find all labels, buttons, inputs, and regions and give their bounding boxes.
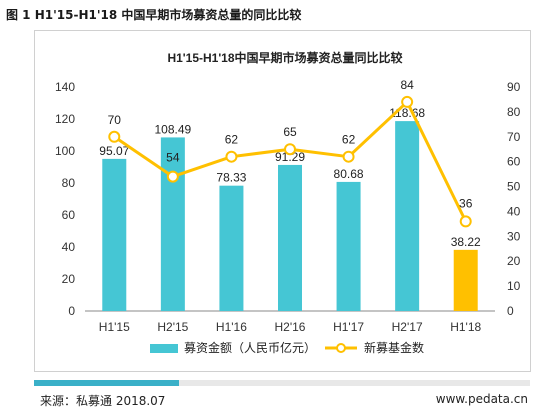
left-tick-label: 20 xyxy=(62,272,76,286)
legend-line-label: 新募基金数 xyxy=(364,340,424,355)
bar-value-label: 95.07 xyxy=(99,144,129,158)
right-tick-label: 70 xyxy=(507,130,521,144)
bar-series xyxy=(102,121,478,311)
line-value-label: 70 xyxy=(108,113,122,127)
x-tick-label: H1'17 xyxy=(333,320,364,334)
bar-value-label: 108.49 xyxy=(155,122,192,136)
line-value-label: 62 xyxy=(342,133,356,147)
bar-value-label: 38.22 xyxy=(451,235,481,249)
x-tick-label: H1'16 xyxy=(216,320,247,334)
legend-bar-label: 募资金额（人民币亿元） xyxy=(184,340,316,355)
x-tick-label: H2'17 xyxy=(392,320,423,334)
footer-bar xyxy=(34,380,530,386)
left-tick-label: 80 xyxy=(62,176,76,190)
source-note: 来源：私募通 2018.07 xyxy=(40,394,166,408)
bar-value-label: 91.29 xyxy=(275,150,305,164)
bar xyxy=(453,249,478,311)
line-point xyxy=(459,215,472,228)
line-data-labels: 70 54 62 65 62 84 36 xyxy=(108,78,473,210)
right-tick-label: 80 xyxy=(507,105,521,119)
figure-caption: 图 1 H1'15-H1'18 中国早期市场募资总量的同比比较 xyxy=(6,8,302,22)
bar-value-label: 80.68 xyxy=(334,167,364,181)
right-tick-label: 20 xyxy=(507,254,521,268)
left-tick-label: 60 xyxy=(62,208,76,222)
bar xyxy=(219,185,244,311)
bar xyxy=(102,158,127,311)
bar-value-label: 78.33 xyxy=(216,171,246,185)
right-tick-label: 90 xyxy=(507,80,521,94)
right-tick-label: 10 xyxy=(507,279,521,293)
right-tick-label: 50 xyxy=(507,180,521,194)
line-point xyxy=(401,95,414,108)
bar xyxy=(336,181,361,311)
line-point xyxy=(342,150,355,163)
left-tick-label: 40 xyxy=(62,240,76,254)
left-tick-label: 120 xyxy=(55,112,75,126)
line-value-label: 65 xyxy=(283,125,297,139)
line-value-label: 54 xyxy=(166,151,180,165)
right-tick-label: 60 xyxy=(507,155,521,169)
line-value-label: 84 xyxy=(400,78,414,92)
x-tick-label: H2'16 xyxy=(275,320,306,334)
chart-title: H1'15-H1'18中国早期市场募资总量同比比较 xyxy=(167,50,402,65)
line-series xyxy=(108,95,472,228)
x-tick-label: H1'18 xyxy=(450,320,481,334)
legend-line-marker xyxy=(336,343,346,353)
line-point xyxy=(284,143,296,156)
bar xyxy=(395,121,420,311)
line-value-label: 62 xyxy=(225,133,239,147)
x-axis-tick-labels: H1'15 H2'15 H1'16 H2'16 H1'17 H2'17 H1'18 xyxy=(99,320,482,334)
line-point xyxy=(225,150,238,163)
site-url: www.pedata.cn xyxy=(435,392,528,406)
left-axis-ticks: 0 20 40 60 80 100 120 140 xyxy=(55,80,75,318)
x-tick-label: H2'15 xyxy=(157,320,188,334)
legend-bar-swatch xyxy=(150,344,178,353)
line-value-label: 36 xyxy=(459,196,473,210)
right-axis-ticks: 0 10 20 30 40 50 60 70 80 90 xyxy=(507,80,521,318)
bar xyxy=(160,137,185,311)
bar xyxy=(278,164,302,311)
legend: 募资金额（人民币亿元） 新募基金数 xyxy=(150,340,424,355)
right-tick-label: 0 xyxy=(507,304,514,318)
line-point xyxy=(108,130,121,143)
line-point xyxy=(166,170,179,183)
right-tick-label: 30 xyxy=(507,229,521,243)
left-tick-label: 100 xyxy=(55,144,75,158)
x-tick-label: H1'15 xyxy=(99,320,130,334)
right-tick-label: 40 xyxy=(507,204,521,218)
left-tick-label: 140 xyxy=(55,80,75,94)
left-tick-label: 0 xyxy=(68,304,75,318)
footer-accent xyxy=(34,380,179,386)
